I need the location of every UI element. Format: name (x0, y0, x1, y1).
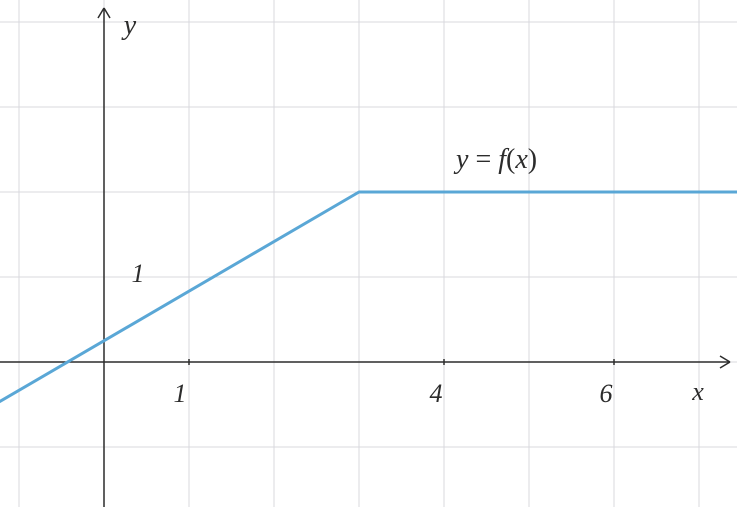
x-tick-label: 6 (600, 379, 613, 408)
y-tick-label: 1 (132, 259, 145, 288)
function-label: y = f(x) (453, 144, 537, 175)
x-axis-label: x (691, 377, 704, 406)
x-tick-label: 4 (430, 379, 443, 408)
x-tick-label: 1 (174, 379, 187, 408)
y-axis-label: y (121, 10, 137, 41)
chart-background (0, 0, 737, 507)
chart-svg: 1 4 6 1 x y y = f(x) (0, 0, 737, 507)
function-graph: 1 4 6 1 x y y = f(x) (0, 0, 737, 507)
